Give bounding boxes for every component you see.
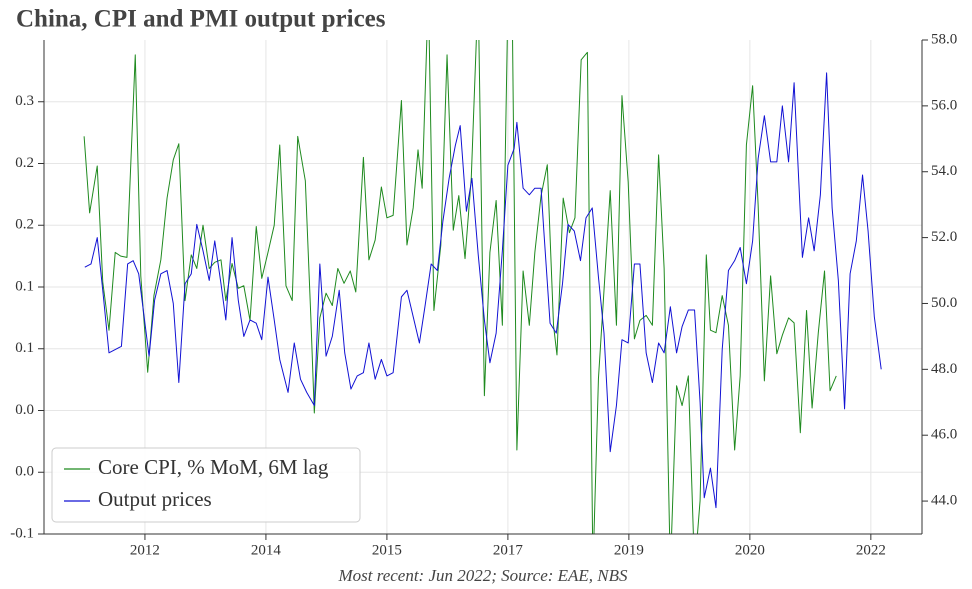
chart-title: China, CPI and PMI output prices bbox=[16, 6, 386, 33]
y2-tick-label: 50.0 bbox=[931, 295, 957, 311]
y2-tick-label: 48.0 bbox=[931, 361, 957, 377]
series-line bbox=[83, 40, 837, 534]
y2-tick-label: 52.0 bbox=[931, 229, 957, 245]
source-note: Most recent: Jun 2022; Source: EAE, NBS bbox=[337, 566, 628, 585]
y2-tick-label: 56.0 bbox=[931, 97, 957, 113]
y-tick-label: 0.0 bbox=[15, 402, 34, 418]
axes: -0.1 0.0 0.0 0.1 0.1 0.2 0.2 0.3 44.0 46.0 48.0 50.… bbox=[10, 31, 957, 558]
y2-tick-label: 44.0 bbox=[931, 493, 957, 509]
y-tick-label: 0.1 bbox=[15, 340, 34, 356]
x-tick-label: 2014 bbox=[251, 542, 282, 558]
series-line bbox=[84, 72, 882, 509]
x-tick-label: 2012 bbox=[130, 542, 160, 558]
x-tick-label: 2020 bbox=[735, 542, 765, 558]
y2-tick-label: 54.0 bbox=[931, 163, 957, 179]
y-tick-label: 0.2 bbox=[15, 217, 34, 233]
legend: Core CPI, % MoM, 6M lag Output prices bbox=[51, 447, 361, 523]
y-tick-label: 0.2 bbox=[15, 155, 34, 171]
x-tick-label: 2022 bbox=[856, 542, 886, 558]
legend-label: Core CPI, % MoM, 6M lag bbox=[98, 455, 329, 479]
y2-tick-label: 58.0 bbox=[931, 31, 957, 47]
y-tick-label: 0.1 bbox=[15, 278, 34, 294]
y-tick-label: -0.1 bbox=[10, 525, 34, 541]
y2-tick-label: 46.0 bbox=[931, 427, 957, 443]
x-tick-label: 2019 bbox=[614, 542, 644, 558]
x-tick-label: 2015 bbox=[372, 542, 402, 558]
grid bbox=[44, 40, 922, 535]
y-tick-label: 0.0 bbox=[15, 464, 34, 480]
legend-label: Output prices bbox=[98, 487, 212, 511]
plot-area bbox=[83, 40, 882, 534]
x-tick-label: 2017 bbox=[493, 542, 524, 558]
legend-box bbox=[51, 447, 361, 523]
y-tick-label: 0.3 bbox=[15, 93, 34, 109]
